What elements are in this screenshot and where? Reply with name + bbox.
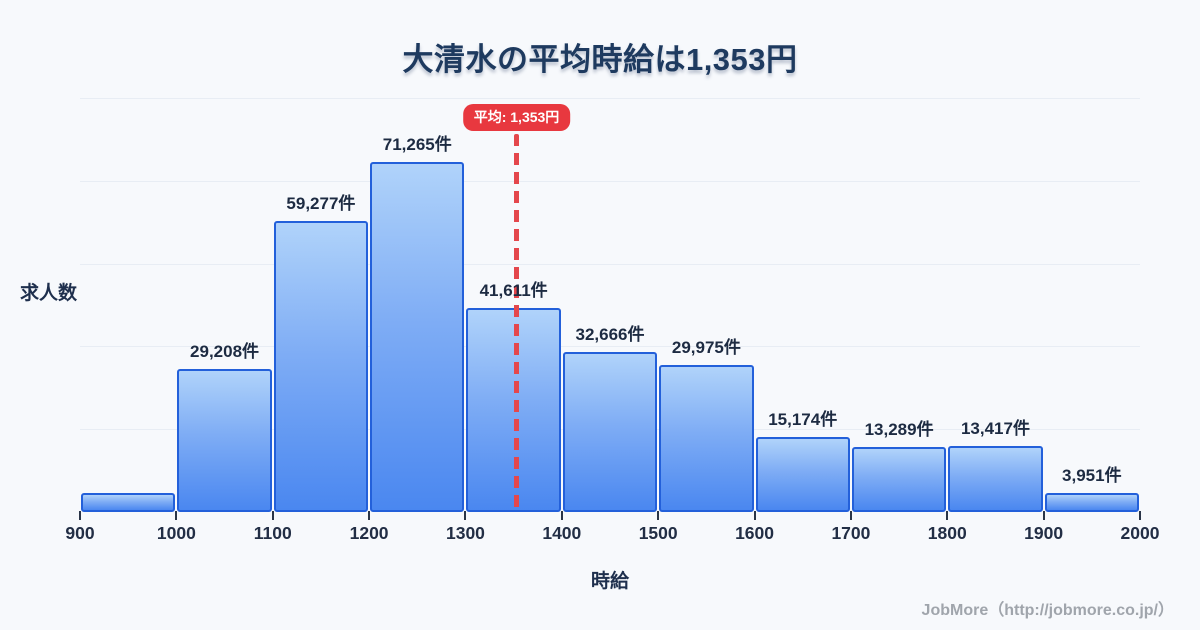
bar-value-label: 59,277件: [286, 193, 356, 213]
y-axis-title: 求人数: [20, 283, 78, 304]
bar: [81, 492, 176, 512]
x-tick-label: 1900: [1024, 523, 1064, 543]
average-badge: 平均: 1,353円: [462, 104, 571, 131]
x-tick-label: 1300: [445, 523, 485, 543]
x-tick: [79, 511, 81, 520]
gridline: [80, 263, 1140, 265]
x-tick: [175, 511, 178, 520]
x-tick: [368, 511, 371, 520]
x-tick: [560, 511, 563, 520]
bar: [659, 364, 754, 512]
gridline: [80, 346, 1140, 348]
gridline: [80, 98, 1140, 99]
bar: [466, 307, 561, 512]
bar: [851, 446, 947, 512]
bar-value-label: 29,208件: [190, 341, 260, 361]
x-tick-label: 900: [65, 523, 95, 543]
bar-value-label: 15,174件: [768, 410, 838, 430]
bar: [755, 437, 850, 512]
bar: [370, 162, 465, 512]
bar-value-label: 41,611件: [479, 280, 548, 300]
x-tick: [1042, 511, 1045, 520]
x-tick-label: 1500: [638, 523, 678, 543]
x-tick-label: 1700: [831, 523, 871, 543]
bar-value-label: 13,289件: [864, 419, 934, 439]
x-tick: [753, 511, 756, 520]
x-tick-label: 1400: [542, 523, 582, 543]
x-tick-label: 1100: [253, 523, 292, 543]
bar-value-label: 13,417件: [960, 419, 1030, 439]
bar-value-label: 3,951件: [1062, 465, 1122, 485]
x-tick-label: 2000: [1120, 523, 1160, 543]
x-tick-label: 1800: [927, 523, 967, 543]
x-tick: [657, 511, 660, 520]
x-tick: [271, 511, 274, 520]
bar-value-label: 29,975件: [671, 337, 741, 357]
x-tick: [946, 511, 949, 520]
bar: [948, 446, 1043, 512]
x-tick-label: 1000: [156, 523, 196, 543]
bar-value-label: 71,265件: [382, 135, 452, 155]
bar-value-label: 32,666件: [575, 324, 645, 344]
footer-credit: JobMore（http://jobmore.co.jp/）: [921, 602, 1174, 619]
chart-title: 大清水の平均時給は1,353円: [402, 42, 798, 77]
x-tick: [464, 511, 467, 520]
bar: [177, 368, 272, 512]
bar: [562, 351, 658, 512]
x-tick-label: 1600: [735, 523, 774, 543]
x-tick-label: 1200: [349, 523, 389, 543]
bar: [1044, 492, 1139, 512]
average-line: [514, 134, 519, 512]
x-tick: [849, 511, 852, 520]
bar: [273, 220, 369, 512]
gridline: [80, 180, 1140, 182]
x-tick: [1139, 511, 1141, 520]
x-axis-title: 時給: [590, 571, 629, 592]
